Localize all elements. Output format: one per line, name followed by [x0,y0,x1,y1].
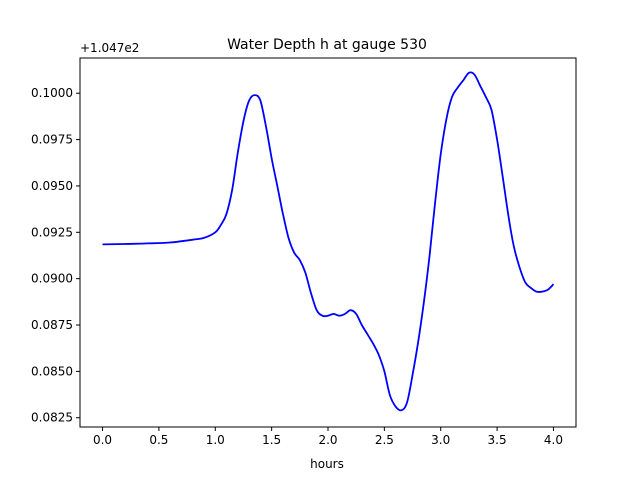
plot-area [102,71,555,412]
x-axis-label: hours [310,457,344,471]
y-tick-label: 0.0900 [31,272,73,286]
y-tick-label: 0.0925 [31,225,73,239]
series-line [102,71,555,412]
x-tick-label: 0.0 [93,433,112,447]
y-tick-label: 0.0875 [31,318,73,332]
y-offset-text: +1.047e2 [80,41,139,55]
x-tick-label: 2.0 [318,433,337,447]
x-tick-label: 3.5 [488,433,507,447]
y-tick-label: 0.0975 [31,133,73,147]
axes-frame [79,57,577,428]
x-tick-label: 1.0 [206,433,225,447]
y-tick-label: 0.1000 [31,86,73,100]
y-tick-label: 0.0950 [31,179,73,193]
x-tick-label: 4.0 [544,433,563,447]
x-tick-label: 1.5 [262,433,281,447]
y-tick-label: 0.0850 [31,364,73,378]
y-tick-label: 0.0825 [31,411,73,425]
x-tick-label: 0.5 [149,433,168,447]
x-tick-label: 2.5 [375,433,394,447]
x-tick-label: 3.0 [431,433,450,447]
axis-ticks: 0.0 0.5 1.0 1.5 2.0 2.5 3.0 3.5 4.0 0.0825 0.0850 0… [31,86,563,447]
chart-title: Water Depth h at gauge 530 [227,37,427,53]
